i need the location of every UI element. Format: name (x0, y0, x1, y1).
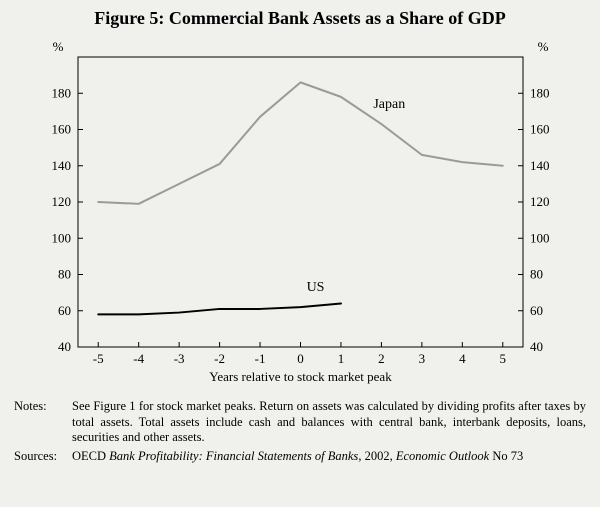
sources-text: OECD Bank Profitability: Financial State… (72, 449, 586, 465)
svg-text:100: 100 (51, 230, 71, 245)
notes-text: See Figure 1 for stock market peaks. Ret… (72, 399, 586, 446)
svg-text:2: 2 (378, 351, 385, 366)
chart-area: 4040606080801001001201201401401601601801… (23, 33, 578, 393)
svg-text:80: 80 (530, 267, 543, 282)
svg-text:-5: -5 (92, 351, 103, 366)
svg-text:120: 120 (51, 194, 71, 209)
sources-italic-2: Economic Outlook (396, 449, 489, 463)
sources-suffix: No 73 (489, 449, 523, 463)
svg-text:Years relative to stock market: Years relative to stock market peak (209, 369, 392, 384)
figure-footer: Notes: See Figure 1 for stock market pea… (14, 399, 586, 465)
svg-text:1: 1 (337, 351, 344, 366)
svg-text:%: % (52, 39, 63, 54)
svg-text:120: 120 (530, 194, 550, 209)
svg-text:US: US (306, 280, 324, 295)
svg-text:-4: -4 (133, 351, 144, 366)
svg-text:4: 4 (459, 351, 466, 366)
svg-text:-1: -1 (254, 351, 265, 366)
svg-text:180: 180 (51, 85, 71, 100)
svg-text:%: % (537, 39, 548, 54)
figure-title: Figure 5: Commercial Bank Assets as a Sh… (14, 8, 586, 29)
svg-text:5: 5 (499, 351, 506, 366)
svg-text:-3: -3 (173, 351, 184, 366)
svg-text:Japan: Japan (373, 97, 405, 112)
sources-mid: , 2002, (358, 449, 396, 463)
svg-text:160: 160 (530, 122, 550, 137)
svg-text:80: 80 (58, 267, 71, 282)
svg-text:140: 140 (51, 158, 71, 173)
svg-text:40: 40 (530, 339, 543, 354)
svg-text:-2: -2 (214, 351, 225, 366)
svg-text:3: 3 (418, 351, 425, 366)
svg-text:100: 100 (530, 230, 550, 245)
svg-text:160: 160 (51, 122, 71, 137)
svg-text:0: 0 (297, 351, 304, 366)
svg-text:140: 140 (530, 158, 550, 173)
svg-text:60: 60 (530, 303, 543, 318)
svg-text:180: 180 (530, 85, 550, 100)
sources-label: Sources: (14, 449, 72, 465)
sources-italic-1: Bank Profitability: Financial Statements… (109, 449, 358, 463)
sources-prefix: OECD (72, 449, 109, 463)
svg-text:40: 40 (58, 339, 71, 354)
notes-label: Notes: (14, 399, 72, 446)
line-chart: 4040606080801001001201201401401601601801… (23, 33, 578, 393)
svg-text:60: 60 (58, 303, 71, 318)
